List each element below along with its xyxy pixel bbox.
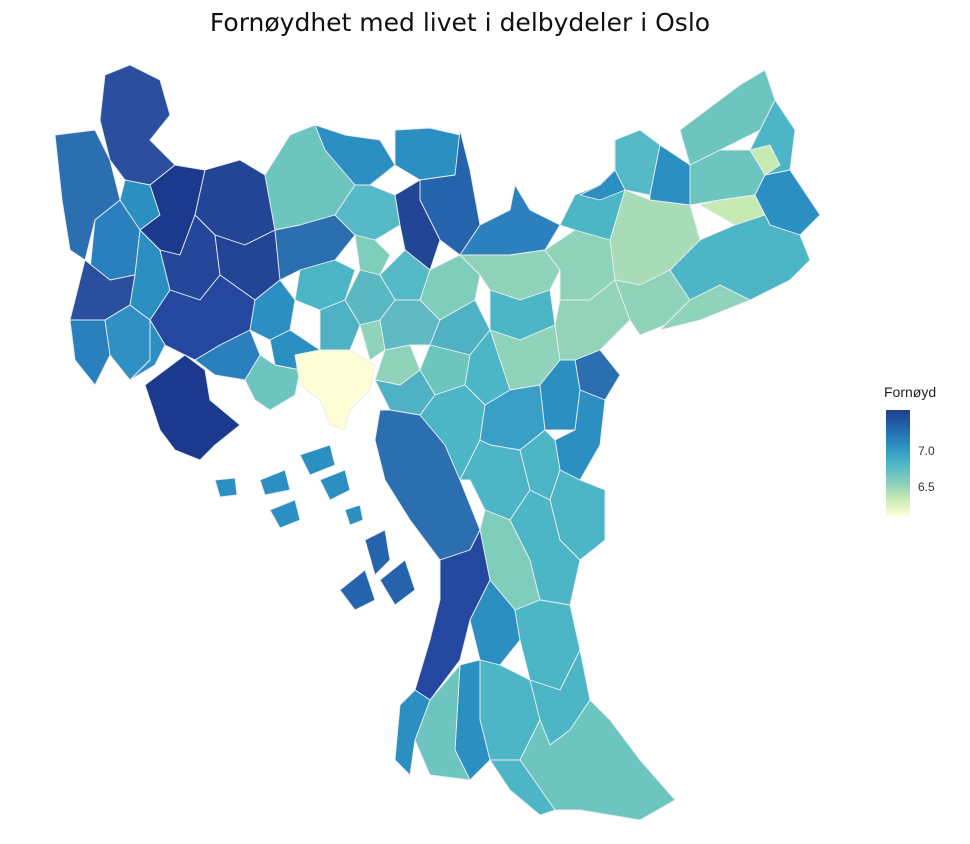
district-polygon	[414, 529, 491, 701]
legend-tick	[911, 452, 916, 453]
district-polygon	[339, 569, 376, 611]
district-polygon	[274, 214, 356, 281]
legend-tick-label: 6.5	[918, 480, 935, 494]
district-polygon	[394, 127, 461, 181]
district-polygon	[394, 689, 431, 776]
map-title: Fornøydhet med livet i delbydeler i Oslo	[209, 8, 711, 37]
district-polygon	[144, 354, 241, 461]
legend-title: Fornøyd	[884, 384, 937, 400]
district-polygon	[319, 469, 351, 501]
district-polygon	[334, 184, 401, 241]
district-polygon	[244, 354, 301, 411]
district-polygon	[299, 444, 336, 476]
legend-color-bar	[886, 410, 910, 516]
district-polygon	[649, 144, 691, 206]
district-polygon	[269, 499, 301, 529]
district-polygon	[669, 214, 811, 301]
oslo-choropleth-map	[54, 64, 821, 821]
district-polygon	[364, 529, 391, 576]
district-polygon	[379, 559, 416, 606]
district-polygon	[489, 759, 556, 816]
district-polygon	[394, 179, 441, 271]
district-polygon	[294, 349, 376, 431]
legend-tick	[911, 488, 916, 489]
district-polygon	[659, 284, 751, 331]
district-polygon	[354, 234, 391, 276]
district-polygon	[214, 477, 238, 498]
district-polygon	[314, 124, 396, 186]
district-polygon	[129, 319, 166, 381]
color-legend: Fornøyd 7.0 6.5	[884, 384, 964, 516]
legend-tick-label: 7.0	[918, 444, 935, 458]
district-polygon	[259, 469, 291, 496]
district-polygon	[319, 299, 361, 351]
district-polygon	[69, 319, 111, 386]
district-polygon	[344, 504, 364, 526]
